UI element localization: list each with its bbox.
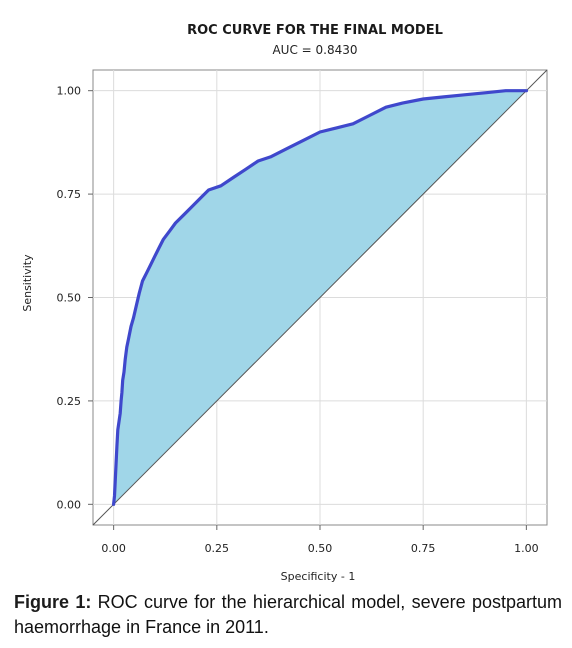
x-tick-label: 0.75	[411, 542, 436, 555]
y-tick-label: 0.25	[57, 395, 82, 408]
chart-title: ROC CURVE FOR THE FINAL MODEL	[187, 23, 443, 38]
y-tick-label: 0.00	[57, 498, 82, 511]
x-tick-label: 0.25	[205, 542, 230, 555]
y-tick-label: 0.75	[57, 188, 82, 201]
y-axis-label: Sensitivity	[21, 254, 34, 312]
reference-diagonal	[92, 69, 548, 526]
roc-curve-line	[112, 89, 528, 506]
x-axis-label: Specificity - 1	[281, 570, 356, 583]
x-tick-label: 0.50	[308, 542, 333, 555]
x-tick-label: 0.00	[101, 542, 126, 555]
y-tick-label: 1.00	[57, 85, 82, 98]
roc-chart: ROC CURVE FOR THE FINAL MODEL AUC = 0.84…	[21, 23, 548, 583]
axis-ticks: 0.00 0.25 0.50 0.75 1.00 0.00 0.25 0.50 0.75 1.00	[57, 85, 539, 555]
figure-caption: Figure 1: ROC curve for the hierarchical…	[14, 590, 562, 640]
caption-label: Figure 1:	[14, 592, 92, 612]
caption-text: ROC curve for the hierarchical model, se…	[14, 592, 563, 637]
x-tick-label: 1.00	[514, 542, 539, 555]
chart-subtitle: AUC = 0.8430	[272, 43, 357, 57]
y-tick-label: 0.50	[57, 292, 82, 305]
